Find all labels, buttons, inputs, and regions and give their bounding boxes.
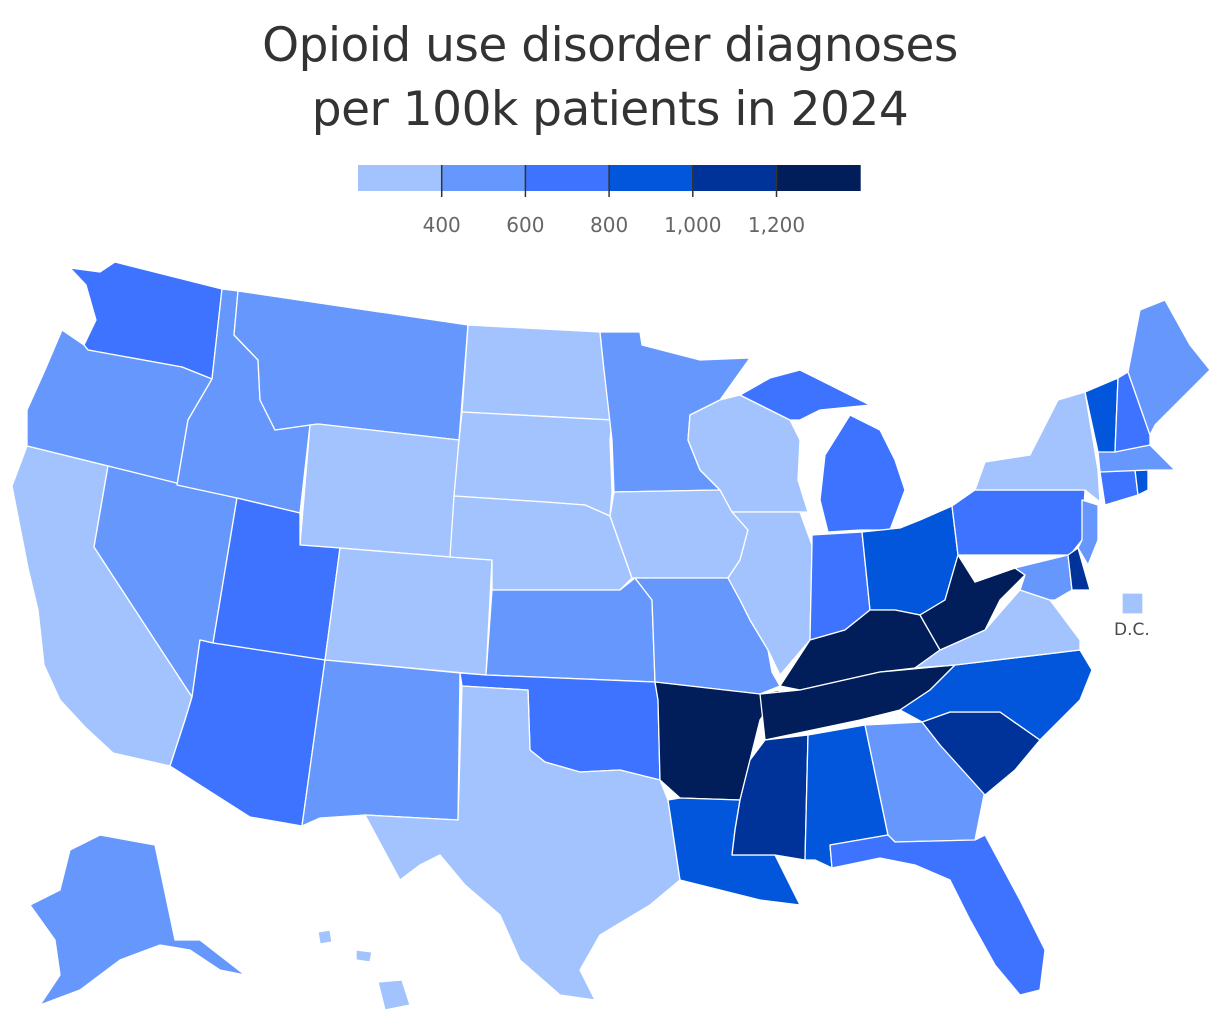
state-ND[interactable] <box>461 324 613 421</box>
state-KS[interactable] <box>485 577 656 683</box>
state-HI[interactable] <box>317 929 411 1011</box>
title-line-1: Opioid use disorder diagnoses <box>262 18 958 73</box>
state-NY[interactable] <box>974 391 1101 503</box>
state-AK[interactable] <box>29 834 246 1006</box>
state-MI[interactable] <box>819 414 906 533</box>
state-NE[interactable] <box>449 495 633 591</box>
state-TX[interactable] <box>364 685 681 1001</box>
state-NJ[interactable] <box>1077 499 1099 566</box>
title-line-2: per 100k patients in 2024 <box>311 82 909 137</box>
state-NC[interactable] <box>899 649 1093 741</box>
state-ME[interactable] <box>1127 299 1211 436</box>
state-MD[interactable] <box>974 554 1073 601</box>
state-CO[interactable] <box>324 547 493 676</box>
state-RI[interactable] <box>1134 469 1149 496</box>
state-IL[interactable] <box>727 511 813 676</box>
state-FL[interactable] <box>829 834 1046 996</box>
state-MI-upper[interactable] <box>739 369 871 421</box>
state-DE[interactable] <box>1067 547 1091 591</box>
state-WY[interactable] <box>299 423 460 558</box>
map-title: Opioid use disorder diagnoses per 100k p… <box>0 14 1220 142</box>
state-MT[interactable] <box>233 290 469 441</box>
state-NH[interactable] <box>1114 371 1151 453</box>
state-PA[interactable] <box>951 489 1086 556</box>
state-CT[interactable] <box>1099 469 1139 506</box>
state-DC-marker[interactable] <box>1121 592 1144 615</box>
state-NM[interactable] <box>301 659 461 827</box>
dc-label: D.C. <box>1114 620 1150 640</box>
